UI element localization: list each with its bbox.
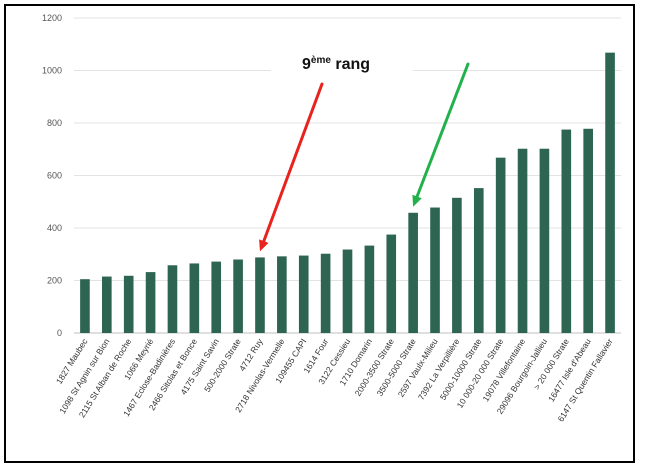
bar [364, 245, 375, 333]
bar [430, 207, 440, 333]
bar [80, 279, 90, 333]
bar [277, 256, 287, 333]
annotations: 9ème rang [259, 48, 470, 252]
y-axis-ticks: 0 200 400 600 800 1000 1200 [42, 13, 62, 338]
y-tick-label: 1000 [42, 66, 62, 76]
bar [452, 197, 462, 333]
bar [123, 275, 134, 333]
bar [298, 255, 309, 333]
bar [539, 148, 550, 333]
bar [408, 212, 418, 333]
y-tick-label: 800 [47, 118, 62, 128]
bar [583, 128, 593, 333]
bar [605, 52, 615, 334]
bar [561, 129, 572, 333]
y-tick-label: 600 [47, 171, 62, 181]
bars [80, 52, 615, 334]
bar [145, 272, 156, 333]
bar [189, 263, 200, 333]
annotation-label-box [271, 48, 413, 82]
green-arrow [412, 62, 470, 207]
y-tick-label: 400 [47, 223, 62, 233]
annotation-label: 9ème rang [302, 55, 370, 73]
bar [342, 249, 353, 333]
bar [495, 157, 506, 333]
chart-frame: 0 200 400 600 800 1000 1200 1827 Maubec 1098 St… [4, 4, 635, 463]
y-tick-label: 200 [47, 276, 62, 286]
bar [233, 259, 243, 333]
bar [320, 253, 331, 333]
bar [473, 188, 484, 333]
bar [255, 257, 265, 333]
bar [517, 148, 528, 333]
y-tick-label: 1200 [42, 13, 62, 23]
bar [167, 265, 178, 333]
bar [386, 234, 397, 333]
bar [211, 261, 222, 333]
bar [102, 276, 112, 333]
red-arrow [259, 82, 324, 252]
y-tick-label: 0 [57, 328, 62, 338]
